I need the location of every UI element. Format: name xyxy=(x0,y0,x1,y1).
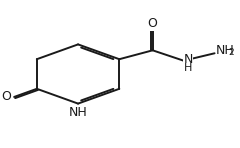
Text: 2: 2 xyxy=(228,49,234,57)
Text: NH: NH xyxy=(69,106,87,119)
Text: O: O xyxy=(1,90,11,103)
Text: H: H xyxy=(184,63,192,73)
Text: NH: NH xyxy=(216,44,234,57)
Text: O: O xyxy=(148,17,158,30)
Text: N: N xyxy=(184,53,193,66)
